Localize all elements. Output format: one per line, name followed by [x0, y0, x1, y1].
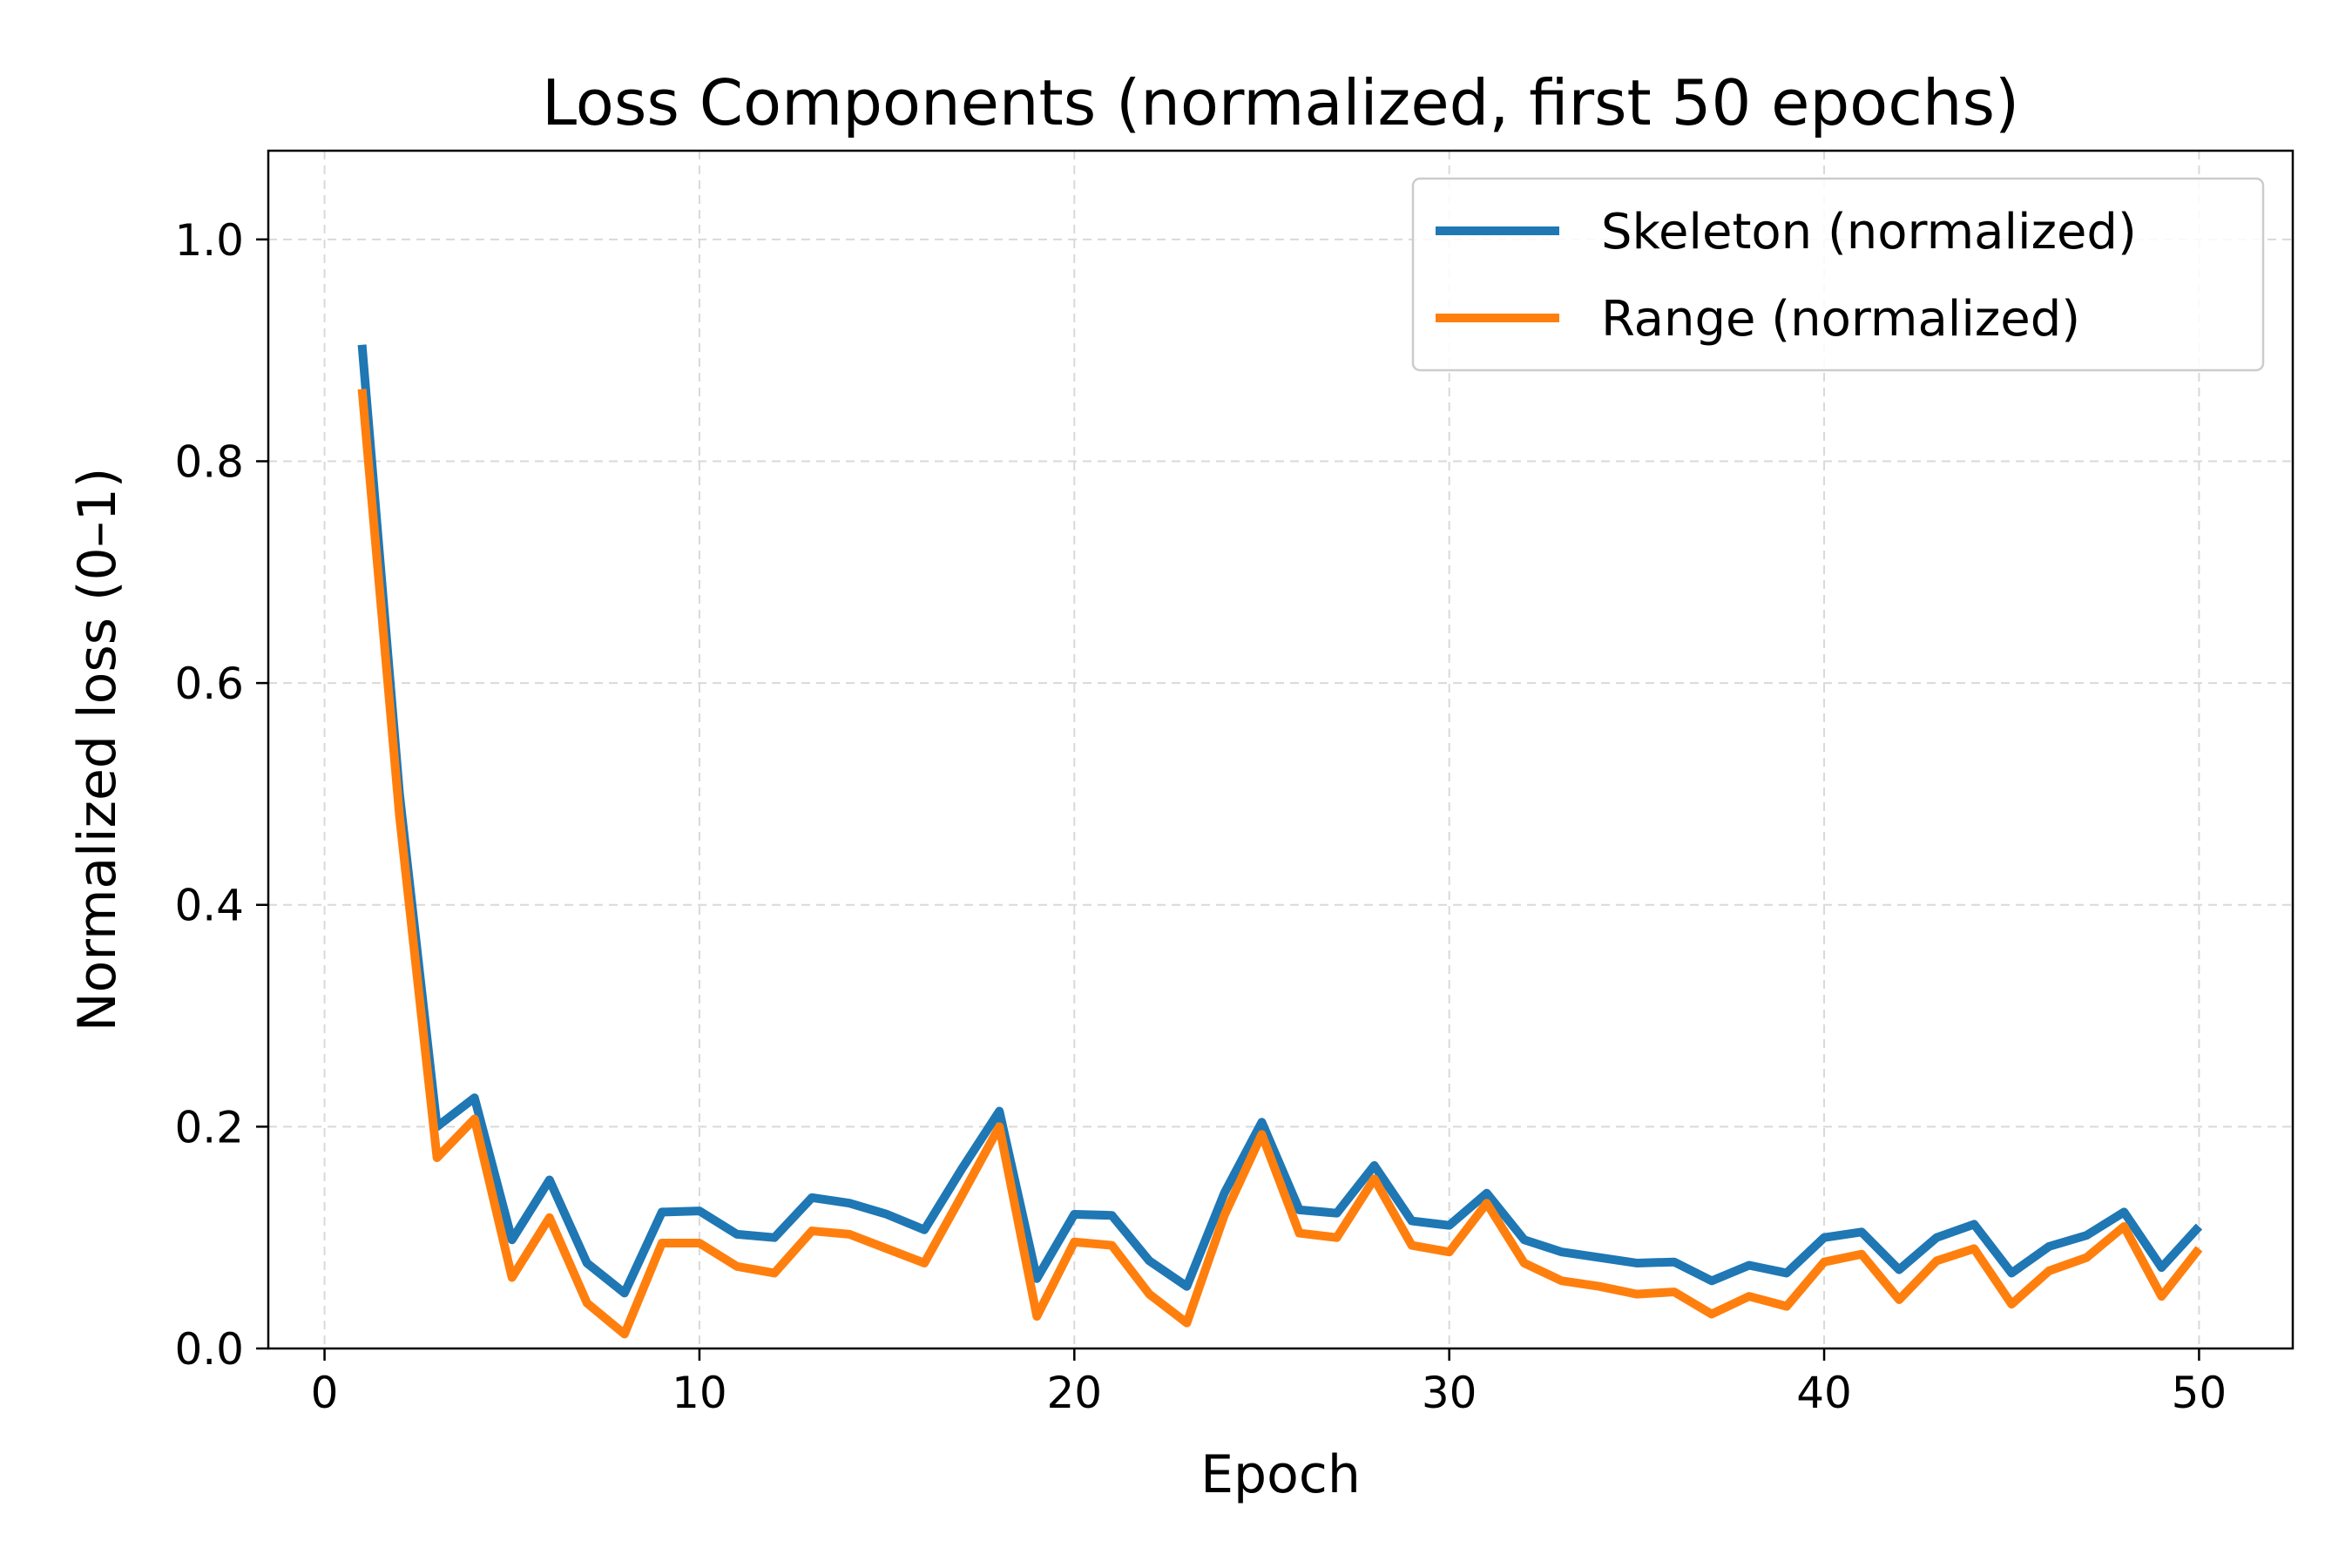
x-tick-label: 20: [1046, 1368, 1102, 1418]
x-axis-label: Epoch: [1200, 1444, 1361, 1505]
y-tick-label: 1.0: [174, 215, 244, 266]
y-axis-label: Normalized loss (0–1): [67, 468, 128, 1031]
series-line-skeleton: [357, 344, 2203, 1298]
legend-label-skeleton: Skeleton (normalized): [1601, 204, 2137, 260]
x-axis-ticks: 0 10 20 30 40 50: [311, 1348, 2227, 1418]
series-lines: [357, 344, 2203, 1339]
series-line-range: [357, 389, 2203, 1339]
chart-title: Loss Components (normalized, first 50 ep…: [542, 66, 2019, 139]
legend-label-range: Range (normalized): [1601, 291, 2080, 348]
y-tick-label: 0.4: [174, 881, 244, 931]
y-tick-label: 0.6: [174, 659, 244, 709]
x-tick-label: 0: [311, 1368, 339, 1418]
y-tick-label: 0.0: [174, 1324, 244, 1375]
legend-box: [1411, 177, 2265, 372]
x-tick-label: 50: [2172, 1368, 2227, 1418]
x-tick-label: 30: [1422, 1368, 1477, 1418]
x-tick-label: 40: [1796, 1368, 1852, 1418]
y-tick-label: 0.2: [174, 1102, 244, 1152]
x-tick-label: 10: [672, 1368, 727, 1418]
y-axis-ticks: 0.0 0.2 0.4 0.6 0.8 1.0: [174, 215, 268, 1375]
plot-frame: [267, 149, 2295, 1350]
legend: Skeleton (normalized) Range (normalized): [1411, 177, 2265, 372]
y-tick-label: 0.8: [174, 436, 244, 487]
